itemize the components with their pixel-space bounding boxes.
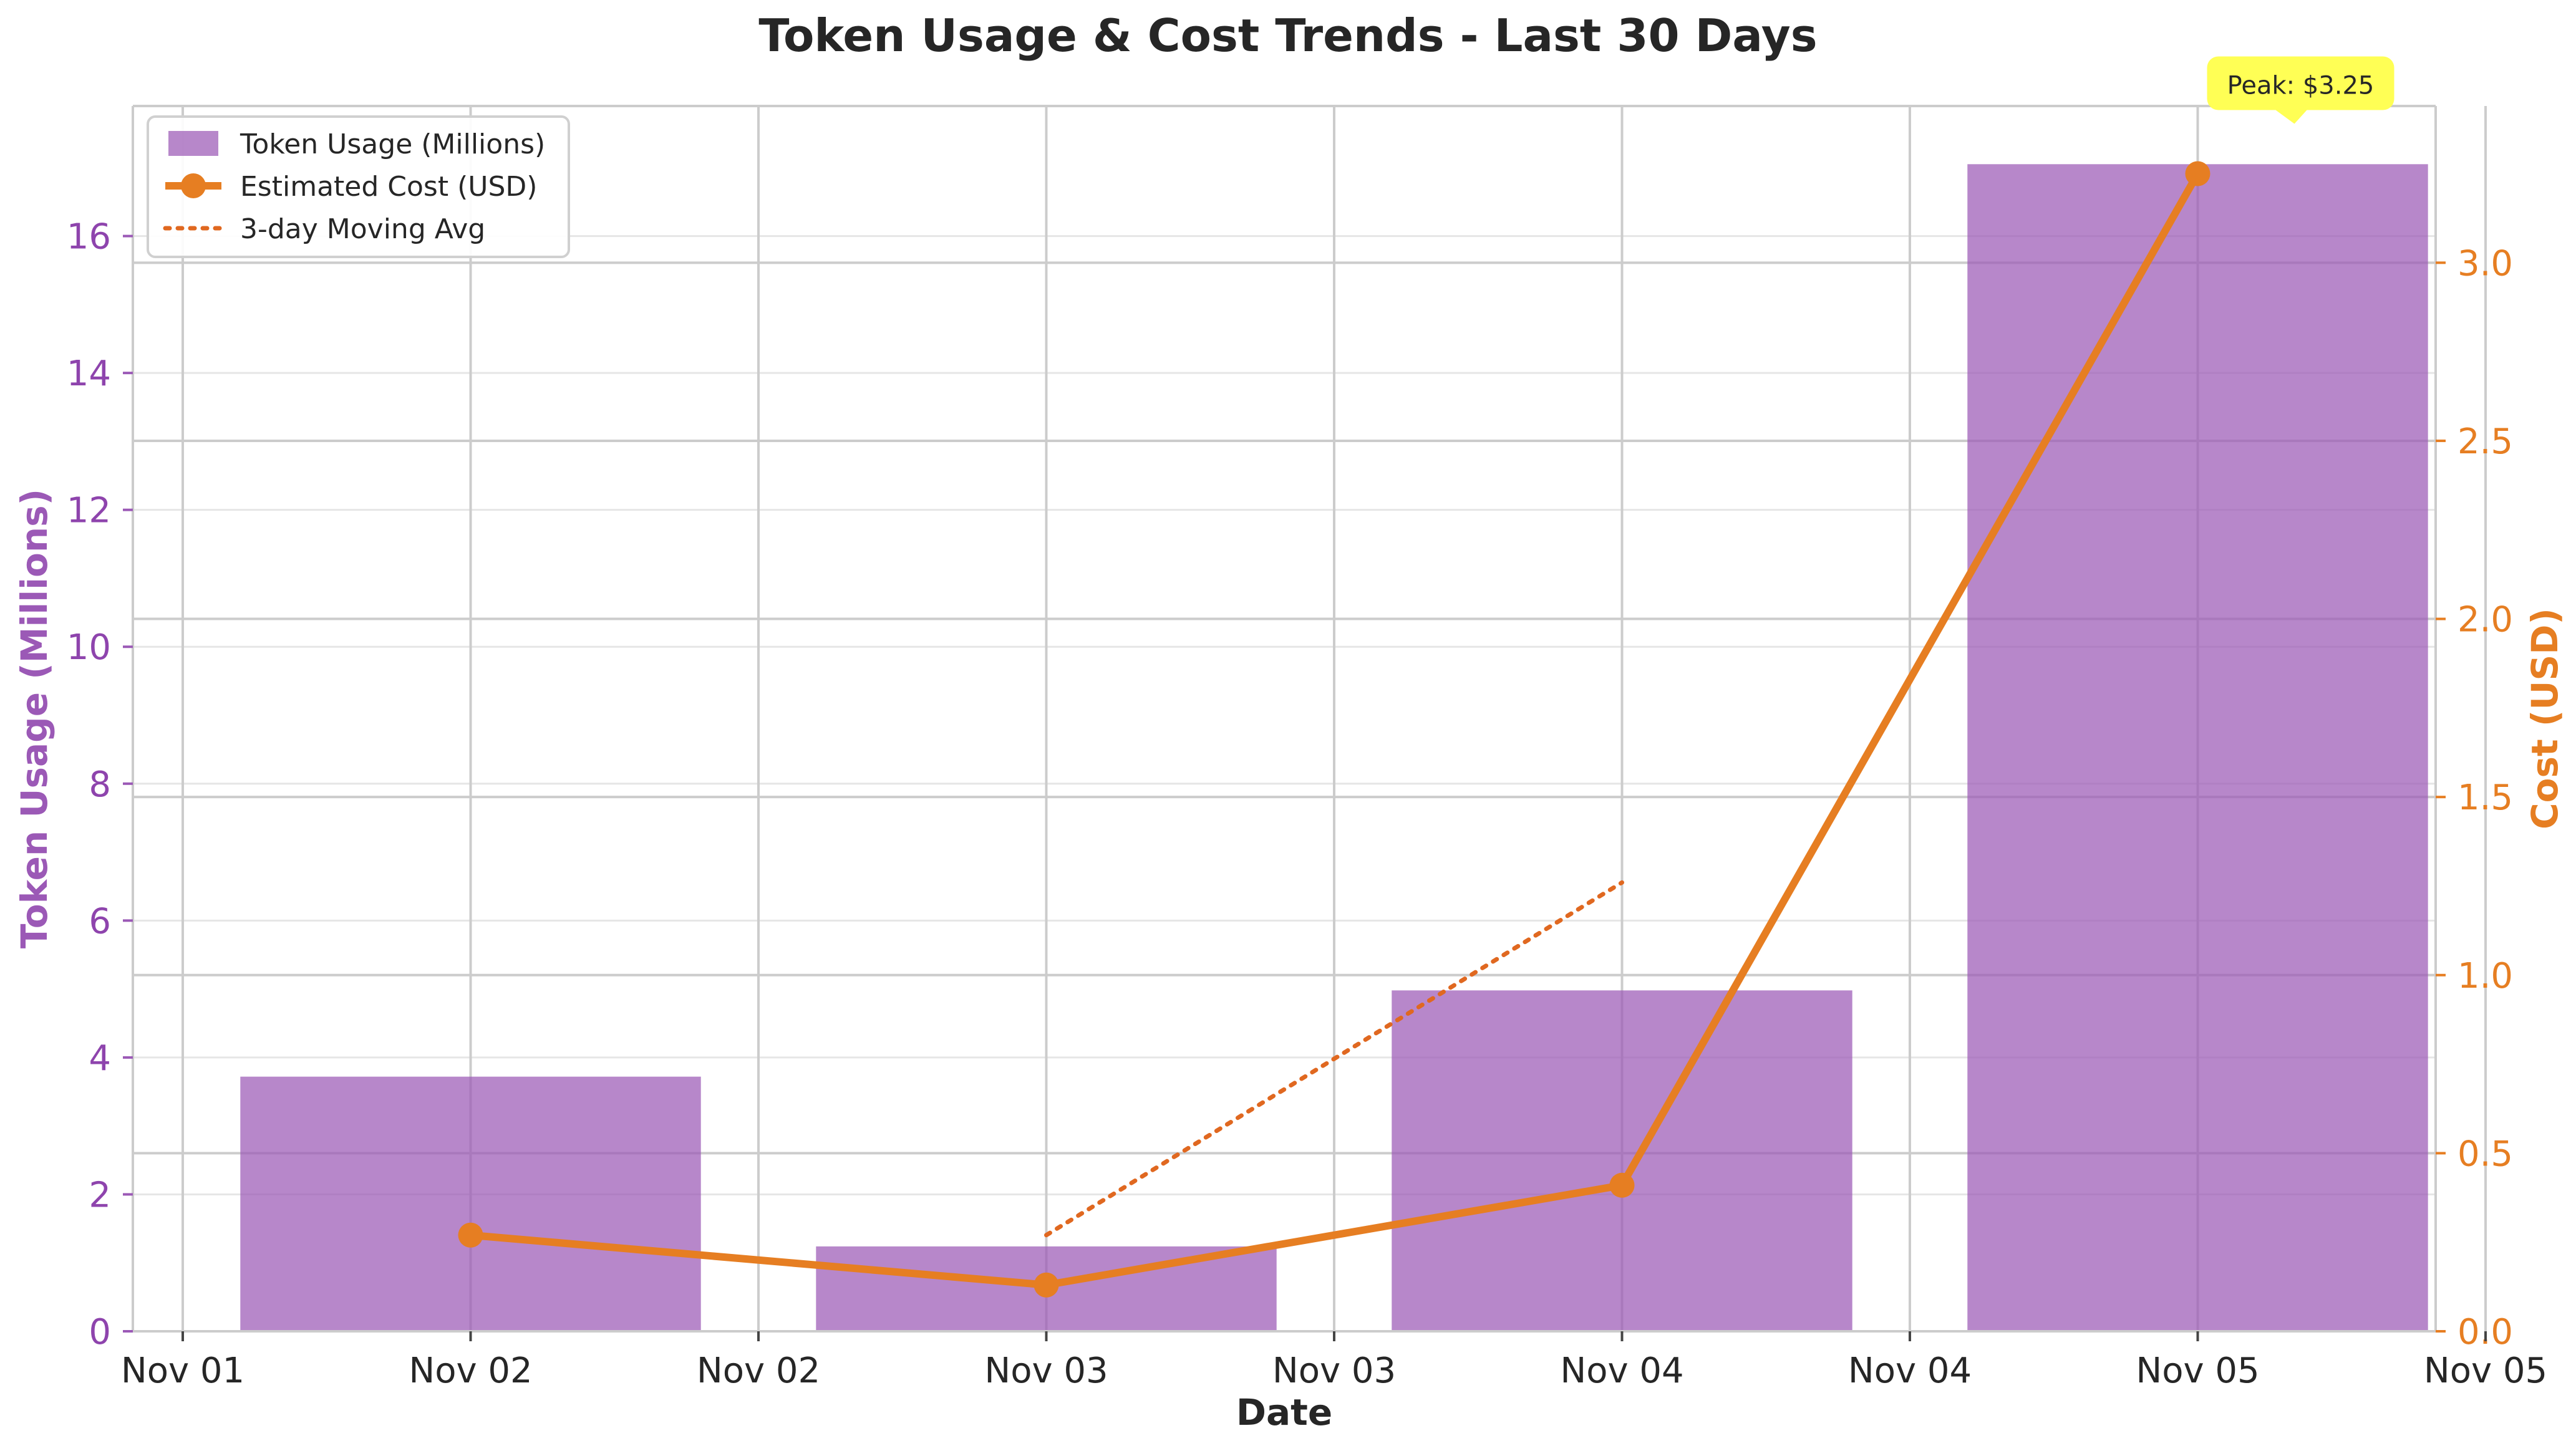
y-tick-label: 2 — [89, 1175, 111, 1215]
x-tick-label: Nov 03 — [1272, 1351, 1396, 1391]
y2-tick-label: 2.5 — [2457, 422, 2513, 462]
legend-swatch-bar — [168, 131, 218, 156]
x-tick-label: Nov 02 — [697, 1351, 820, 1391]
legend-label: 3-day Moving Avg — [240, 213, 485, 245]
legend: Token Usage (Millions) Estimated Cost (US… — [147, 115, 570, 258]
y2-tick-label: 1.0 — [2457, 956, 2513, 996]
y2-tick-label: 1.5 — [2457, 778, 2513, 818]
y-tick-label: 10 — [67, 627, 111, 668]
legend-label: Estimated Cost (USD) — [240, 171, 537, 203]
bar-series — [240, 164, 2428, 1331]
bar — [240, 1076, 701, 1331]
cost-line — [470, 171, 2201, 1289]
y2-tick-label: 3.0 — [2457, 243, 2513, 284]
x-tick-label: Nov 04 — [1560, 1351, 1683, 1391]
x-tick-label: Nov 04 — [1848, 1351, 1972, 1391]
x-axis-label: Date — [1236, 1391, 1332, 1434]
legend-label: Token Usage (Millions) — [240, 128, 545, 160]
y-tick-label: 4 — [89, 1038, 111, 1079]
x-tick-label: Nov 03 — [984, 1351, 1108, 1391]
y-tick-label: 14 — [67, 354, 111, 394]
x-tick-label: Nov 05 — [2136, 1351, 2259, 1391]
x-tick-label: Nov 05 — [2424, 1351, 2547, 1391]
y-tick-label: 6 — [89, 901, 111, 942]
y2-tick-label: 0.5 — [2457, 1134, 2513, 1174]
y-tick-label: 16 — [67, 217, 111, 258]
annotation-box — [2207, 56, 2394, 110]
y-tick-label: 8 — [89, 764, 111, 805]
y-tick-label: 0 — [89, 1312, 111, 1352]
y2-tick-label: 2.0 — [2457, 600, 2513, 640]
legend-box — [147, 115, 570, 258]
cost-point — [2185, 161, 2210, 186]
bar — [1967, 164, 2428, 1331]
annotation-label: Peak: $3.25 — [2227, 72, 2375, 100]
cost-point — [1034, 1272, 1059, 1298]
peak-annotation: Peak: $3.25 — [2207, 56, 2394, 124]
cost-point — [1609, 1172, 1635, 1198]
chart-title: Token Usage & Cost Trends - Last 30 Days — [758, 9, 1817, 62]
axes-frame — [132, 105, 2437, 1333]
y2-axis-label: Cost (USD) — [2524, 608, 2566, 829]
y-axis-label: Token Usage (Millions) — [13, 489, 56, 948]
y-tick-label: 12 — [67, 491, 111, 531]
x-tick-label: Nov 01 — [121, 1351, 245, 1391]
x-tick-label: Nov 02 — [409, 1351, 532, 1391]
moving-avg-line — [1044, 880, 1624, 1238]
annotation-pointer — [2275, 110, 2307, 124]
legend-swatch-marker — [181, 173, 206, 198]
cost-point — [458, 1222, 483, 1248]
bar — [1392, 990, 1852, 1331]
